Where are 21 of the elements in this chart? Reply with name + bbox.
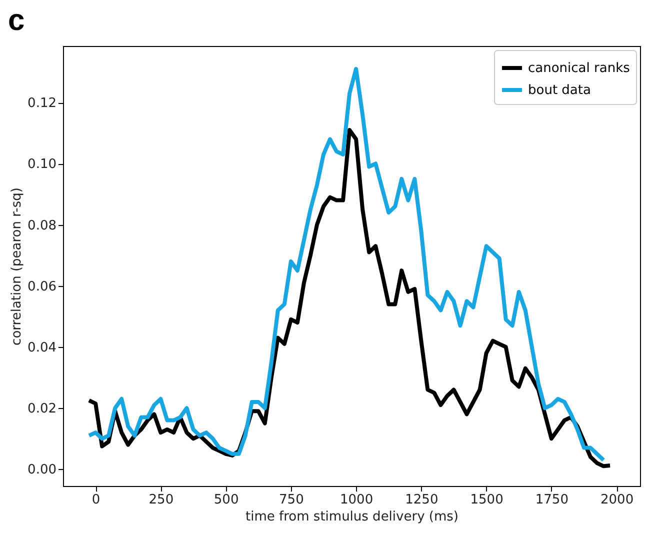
y-tick-label: 0.00 <box>28 462 56 478</box>
y-tick-label: 0.08 <box>28 218 56 234</box>
legend-label: bout data <box>528 83 591 98</box>
x-tick-label: 2000 <box>600 492 634 508</box>
x-tick-label: 1000 <box>340 492 374 508</box>
y-tick-label: 0.12 <box>28 96 56 112</box>
x-tick-label: 750 <box>279 492 304 508</box>
y-tick-label: 0.06 <box>28 279 56 294</box>
x-tick-label: 500 <box>214 492 239 508</box>
y-tick-label: 0.02 <box>28 402 56 417</box>
chart-title: c <box>8 4 25 37</box>
x-tick-label: 0 <box>92 492 100 508</box>
x-tick-label: 1750 <box>535 492 568 508</box>
x-tick-label: 250 <box>148 492 174 508</box>
x-tick-label: 1500 <box>470 492 504 508</box>
y-axis-title: correlation (pearon r-sq) <box>10 188 25 346</box>
y-tick-label: 0.10 <box>28 157 56 172</box>
x-axis-title: time from stimulus delivery (ms) <box>246 510 458 524</box>
x-tick-label: 1250 <box>405 492 438 508</box>
y-tick-label: 0.04 <box>28 340 56 356</box>
legend-label: canonical ranks <box>528 61 630 76</box>
